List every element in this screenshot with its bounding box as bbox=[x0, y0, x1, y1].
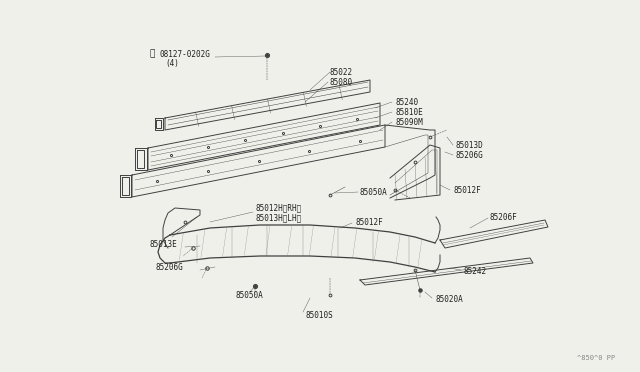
Text: Ⓑ: Ⓑ bbox=[149, 49, 155, 58]
Text: 85012F: 85012F bbox=[355, 218, 383, 227]
Text: 85050A: 85050A bbox=[235, 291, 263, 299]
Text: 85022: 85022 bbox=[330, 67, 353, 77]
Text: (4): (4) bbox=[165, 58, 179, 67]
Text: 85013E: 85013E bbox=[150, 240, 178, 248]
Text: 85240: 85240 bbox=[395, 97, 418, 106]
Text: ^850^0 PP: ^850^0 PP bbox=[577, 355, 615, 361]
Text: 85206G: 85206G bbox=[155, 263, 183, 273]
Text: 85080: 85080 bbox=[330, 77, 353, 87]
Text: 85242: 85242 bbox=[463, 267, 486, 276]
Text: 08127-0202G: 08127-0202G bbox=[160, 49, 211, 58]
Text: 85050A: 85050A bbox=[360, 187, 388, 196]
Text: 85020A: 85020A bbox=[435, 295, 463, 305]
Text: 85013D: 85013D bbox=[455, 141, 483, 150]
Text: 85206F: 85206F bbox=[490, 212, 518, 221]
Text: 85090M: 85090M bbox=[395, 118, 423, 126]
Text: 85012H〈RH〉: 85012H〈RH〉 bbox=[255, 203, 301, 212]
Text: 85010S: 85010S bbox=[305, 311, 333, 320]
Text: 85013H〈LH〉: 85013H〈LH〉 bbox=[255, 214, 301, 222]
Text: 85810E: 85810E bbox=[395, 108, 423, 116]
Text: 85206G: 85206G bbox=[455, 151, 483, 160]
Text: 85012F: 85012F bbox=[453, 186, 481, 195]
